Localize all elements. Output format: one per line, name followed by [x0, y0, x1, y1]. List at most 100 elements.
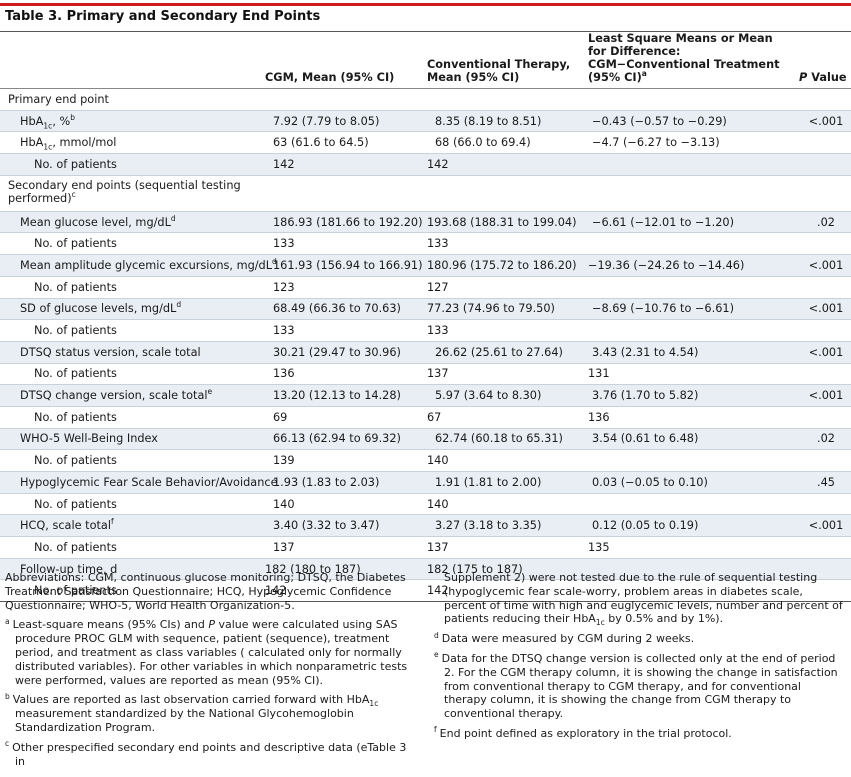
- cell-cgm: 7.92 (7.79 to 8.05): [261, 110, 423, 133]
- endpoints-table: CGM, Mean (95% CI) Conventional Therapy,…: [0, 32, 851, 603]
- title-divider: [0, 31, 851, 32]
- label-text: HCQ, scale total: [20, 519, 111, 533]
- table-row: HbA1c, %b 7.92 (7.79 to 8.05) 8.35 (8.19…: [0, 110, 851, 133]
- row-label: HCQ, scale totalf: [0, 514, 261, 538]
- table-title: Table 3. Primary and Secondary End Point…: [5, 9, 321, 24]
- row-label: Hypoglycemic Fear Scale Behavior/Avoidan…: [0, 471, 278, 494]
- cell-conventional: 1.91 (1.81 to 2.00): [423, 471, 584, 494]
- cell-conventional: 62.74 (60.18 to 65.31): [423, 428, 584, 451]
- cell-conventional: 142: [423, 153, 584, 176]
- footnote-text: value were calculated using SAS procedur…: [15, 618, 408, 687]
- header-conventional: Conventional Therapy, Mean (95% CI): [423, 32, 584, 89]
- label-text: Mean glucose level, mg/dL: [20, 215, 171, 229]
- footnote-a: a Least-square means (95% CIs) and P valu…: [5, 616, 419, 687]
- table-row: DTSQ status version, scale total 30.21 (…: [0, 341, 851, 364]
- footnote-sub: 1c: [369, 699, 379, 709]
- cell-cgm: 139: [261, 449, 423, 472]
- cell-difference: 131: [584, 363, 787, 386]
- footnote-text: measurement standardized by the National…: [15, 707, 354, 734]
- footnote-text: Supplement 2) were not tested due to the…: [444, 571, 843, 626]
- row-label: SD of glucose levels, mg/dLd: [0, 298, 261, 321]
- table-row: DTSQ change version, scale totale 13.20 …: [0, 384, 851, 407]
- row-label: No. of patients: [0, 319, 261, 342]
- footnote-e: e Data for the DTSQ change version is col…: [434, 651, 846, 721]
- table-row: Follow-up time, d 182 (180 to 187) 182 (…: [0, 558, 851, 581]
- footnotes-right-column: Supplement 2) were not tested due to the…: [434, 571, 846, 747]
- cell-cgm: 142: [261, 153, 423, 176]
- footnote-ref: d: [170, 213, 176, 223]
- label-text: HbA: [20, 114, 44, 128]
- cell-difference: 3.43 (2.31 to 4.54): [584, 341, 787, 364]
- footnotes-left-column: Abbreviations: CGM, continuous glucose m…: [5, 571, 419, 774]
- table-row: No. of patients 133 133: [0, 319, 851, 342]
- footnote-ref: c: [71, 189, 76, 199]
- cell-difference: −6.61 (−12.01 to −1.20): [584, 211, 787, 234]
- cell-p-value: [787, 153, 851, 176]
- cell-p-value: <.001: [787, 254, 851, 277]
- label-text: , mmol/mol: [52, 136, 117, 150]
- label-text: , %: [52, 114, 71, 128]
- footnote-marker: a: [5, 616, 10, 626]
- header-difference: Least Square Means or Mean for Differenc…: [584, 32, 787, 89]
- section-label: Primary end point: [0, 88, 851, 111]
- cell-conventional: 5.97 (3.64 to 8.30): [423, 384, 584, 407]
- footnote-text: Data were measured by CGM during 2 weeks…: [441, 632, 695, 646]
- cell-cgm: 182 (180 to 187): [261, 558, 423, 581]
- cell-difference: −8.69 (−10.76 to −6.61): [584, 298, 787, 321]
- footnote-text: Data for the DTSQ change version is coll…: [441, 651, 838, 721]
- table-row: No. of patients 69 67 136: [0, 406, 851, 429]
- label-text: HbA: [20, 136, 44, 150]
- table-row: No. of patients 136 137 131: [0, 363, 851, 386]
- row-label: WHO-5 Well-Being Index: [0, 428, 261, 451]
- table-row: Mean amplitude glycemic excursions, mg/d…: [0, 254, 851, 277]
- row-label: HbA1c, %b: [0, 110, 261, 133]
- cell-difference: 3.76 (1.70 to 5.82): [584, 384, 787, 407]
- cell-conventional: 68 (66.0 to 69.4): [423, 131, 584, 155]
- table-row: Mean glucose level, mg/dLd 186.93 (181.6…: [0, 211, 851, 234]
- cell-conventional: 67: [423, 406, 584, 429]
- cell-conventional: 140: [423, 493, 584, 516]
- cell-cgm: 186.93 (181.66 to 192.20): [261, 211, 423, 234]
- cell-conventional: 127: [423, 276, 584, 299]
- cell-conventional: 142: [423, 579, 584, 603]
- row-label: No. of patients: [0, 363, 261, 386]
- footnote-text: Least-square means (95% CIs) and: [12, 618, 209, 632]
- row-label: No. of patients: [0, 449, 261, 472]
- footnote-b: b Values are reported as last observation…: [5, 691, 419, 734]
- footnote-c-continued: Supplement 2) were not tested due to the…: [434, 571, 846, 627]
- cell-cgm: 140: [261, 493, 423, 516]
- cell-cgm: 133: [261, 232, 423, 256]
- footnote-marker: b: [5, 691, 10, 701]
- section-row-primary: Primary end point: [0, 88, 851, 111]
- cell-conventional: 133: [423, 232, 584, 256]
- label-text: SD of glucose levels, mg/dL: [20, 302, 177, 316]
- footnote-ref: b: [70, 112, 75, 122]
- label-sub: 1c: [43, 142, 53, 152]
- cell-cgm: 3.40 (3.32 to 3.47): [261, 514, 423, 538]
- cell-conventional: 137: [423, 536, 584, 559]
- footnote-f: f End point defined as exploratory in the…: [434, 725, 846, 741]
- footnote-ref: f: [111, 517, 114, 527]
- cell-p-value: .02: [787, 428, 851, 451]
- footnote-marker: c: [5, 739, 10, 749]
- cell-p-value: <.001: [787, 384, 851, 407]
- row-label: DTSQ change version, scale totale: [0, 384, 261, 407]
- cell-cgm: 69: [261, 406, 423, 429]
- cell-conventional: 133: [423, 319, 584, 342]
- section-row-secondary: Secondary end points (sequential testing…: [0, 175, 851, 212]
- cell-p-value: <.001: [787, 514, 851, 538]
- table-row: No. of patients 137 137 135: [0, 536, 851, 559]
- cell-cgm: 30.21 (29.47 to 30.96): [261, 341, 423, 364]
- top-accent-rule: [0, 3, 851, 6]
- row-label: No. of patients: [0, 276, 261, 299]
- row-label: Mean glucose level, mg/dLd: [0, 211, 261, 234]
- table-row: No. of patients 123 127: [0, 276, 851, 299]
- cell-cgm: 142: [261, 579, 423, 603]
- footnote-ref: d: [176, 300, 182, 310]
- header-endpoint: [0, 32, 261, 89]
- footnote-marker: f: [434, 725, 437, 735]
- table-row: No. of patients 142 142: [0, 153, 851, 176]
- footnote-text: by 0.5% and by 1%).: [604, 612, 724, 626]
- row-label: No. of patients: [0, 493, 261, 516]
- cell-p-value: <.001: [787, 298, 851, 321]
